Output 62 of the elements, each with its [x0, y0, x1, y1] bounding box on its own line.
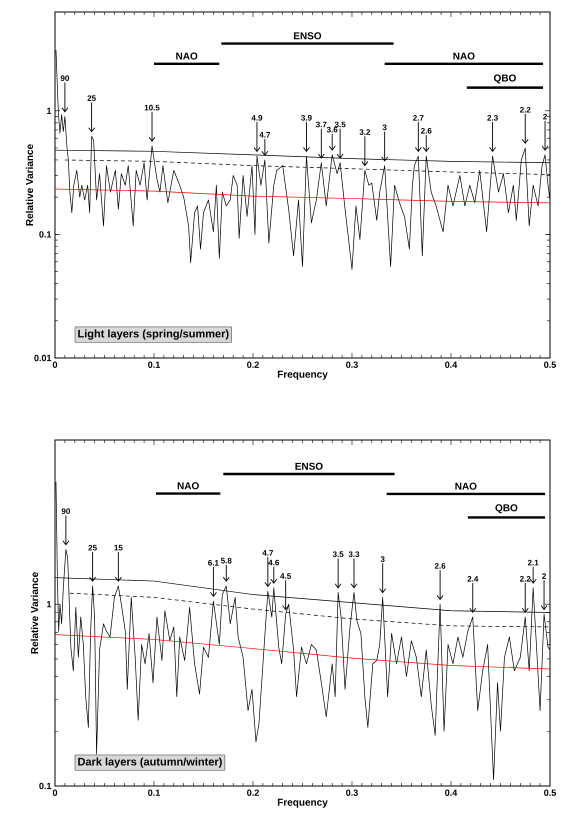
series-label: QBO: [494, 74, 516, 84]
series-label: NAO: [453, 52, 475, 60]
annotation: 4.7: [262, 550, 274, 556]
x-axis-title: Frequency: [278, 370, 328, 380]
y-tick-label: 1: [47, 108, 52, 114]
x-tick-label: 0.5: [544, 790, 556, 796]
x-tick-label: 0: [52, 790, 58, 796]
x-tick-label: 0.5: [544, 362, 556, 368]
series-label: NAO: [176, 52, 198, 60]
series-label: NAO: [178, 482, 199, 490]
x-tick-label: 0.3: [346, 790, 358, 796]
annotation: 4.5: [280, 573, 291, 579]
annotation: 2.6: [434, 563, 446, 569]
x-tick-label: 0.1: [148, 362, 160, 368]
x-tick-label: 0.4: [445, 362, 458, 368]
annotation: 2.7: [413, 115, 424, 121]
y-tick-label: 0.1: [39, 231, 52, 238]
annotation: 3.5: [332, 551, 344, 558]
annotation: 2.1: [528, 560, 538, 566]
x-tick-label: 0.4: [445, 790, 458, 796]
annotation: 15: [114, 544, 123, 550]
annotation: 4.9: [252, 114, 262, 121]
annotation: 3.9: [301, 114, 312, 121]
annotation: Dark layers (autumn/winter): [78, 757, 222, 768]
annotation: 3.2: [359, 129, 370, 135]
annotation: 3.5: [334, 122, 346, 128]
series-label: ENSO: [294, 32, 322, 40]
y-axis-title: Relative Variance: [30, 572, 38, 654]
x-tick-label: 0.1: [148, 790, 160, 796]
annotation: 3.3: [348, 551, 360, 558]
annotation: 2.6: [420, 128, 432, 134]
annotation: 25: [87, 95, 96, 102]
annotation: 6.1: [208, 560, 219, 566]
annotation: 25: [88, 544, 97, 550]
annotation: 2: [542, 573, 546, 579]
annotation: 2.3: [487, 114, 498, 121]
annotation: 2.2: [520, 106, 530, 113]
annotation: 2.2: [520, 576, 530, 582]
series-label: QBO: [495, 504, 518, 514]
annotation: 90: [60, 75, 70, 82]
y-axis-title: Relative Variance: [26, 144, 34, 226]
annotation: 3.7: [316, 122, 327, 128]
annotation: Light layers (spring/summer): [78, 329, 229, 340]
x-axis-title: Frequency: [278, 798, 328, 808]
x-tick-label: 0.3: [346, 362, 358, 368]
annotation: 5.8: [220, 558, 232, 564]
annotation: 2.4: [467, 576, 478, 582]
annotation: 2: [543, 114, 547, 120]
annotation: 90: [62, 508, 70, 514]
series-label: ENSO: [295, 462, 323, 470]
y-tick-label: 1: [47, 601, 52, 608]
annotation: 10.5: [144, 104, 160, 110]
x-tick-label: 0: [52, 362, 58, 368]
x-tick-label: 0.2: [247, 362, 259, 368]
annotation: 4.7: [259, 132, 270, 138]
series-label: NAO: [455, 482, 477, 490]
annotation: 3: [382, 124, 387, 130]
y-tick-label: 0.1: [39, 782, 52, 790]
annotation: 3: [380, 556, 385, 562]
annotation: 3.6: [326, 126, 338, 132]
x-tick-label: 0.2: [247, 790, 259, 796]
y-tick-label: 0.01: [34, 354, 52, 362]
